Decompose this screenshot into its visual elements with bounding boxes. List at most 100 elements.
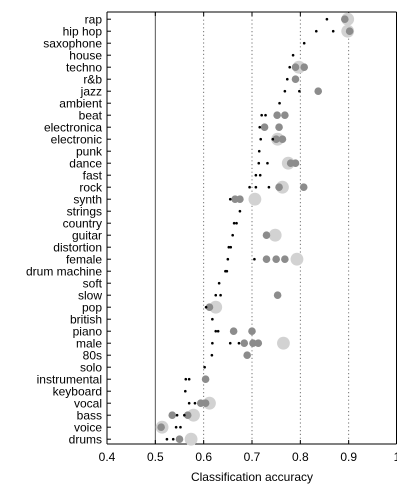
- category-label: solo: [80, 360, 102, 374]
- small-dot-point: [259, 137, 263, 141]
- category-label: voice: [74, 420, 102, 434]
- medium-circle-point: [254, 339, 263, 348]
- small-dot-point: [228, 341, 232, 345]
- small-dot-point: [267, 185, 271, 189]
- x-tick-label: 0.7: [244, 450, 261, 464]
- medium-circle-point: [205, 303, 214, 312]
- small-dot-point: [266, 161, 269, 165]
- category-label: british: [70, 312, 102, 326]
- category-label: guitar: [72, 228, 102, 242]
- category-label: piano: [73, 324, 103, 338]
- small-dot-point: [179, 425, 182, 429]
- small-dot-point: [174, 425, 178, 429]
- x-tick-label: 0.4: [99, 450, 116, 464]
- category-label: rock: [79, 180, 103, 194]
- category-label: slow: [78, 288, 102, 302]
- medium-circle-point: [273, 291, 282, 300]
- small-dot-point: [184, 377, 188, 381]
- x-tick-label: 0.8: [292, 450, 309, 464]
- x-tick-label: 1: [394, 450, 397, 464]
- small-dot-point: [229, 245, 233, 249]
- small-dot-point: [291, 53, 295, 57]
- category-label: dance: [69, 156, 102, 170]
- small-dot-point: [175, 413, 179, 417]
- medium-circle-point: [341, 15, 349, 23]
- small-dot-point: [278, 101, 281, 105]
- small-dot-point: [204, 305, 208, 309]
- small-dot-point: [183, 413, 186, 417]
- category-label: 80s: [83, 348, 102, 362]
- small-dot-point: [217, 281, 221, 285]
- small-dot-point: [271, 137, 275, 141]
- small-dot-point: [210, 353, 214, 357]
- category-label: punk: [76, 144, 103, 158]
- small-dot-point: [237, 341, 241, 345]
- small-dot-point: [232, 221, 236, 225]
- small-dot-point: [216, 329, 220, 333]
- category-label: r&b: [83, 72, 102, 86]
- category-label: drums: [69, 432, 102, 446]
- medium-circle-point: [275, 183, 283, 191]
- small-dot-point: [184, 389, 187, 393]
- small-dot-point: [288, 65, 292, 69]
- small-dot-point: [238, 209, 242, 213]
- category-label: female: [66, 252, 102, 266]
- small-dot-point: [325, 17, 329, 21]
- x-tick-labels: 0.4 0.5 0.6 0.7 0.8 0.9 1: [99, 450, 397, 464]
- medium-circle-point: [281, 255, 289, 263]
- medium-circle-point: [272, 255, 280, 263]
- medium-circle-point: [249, 339, 257, 348]
- medium-circle-point: [236, 195, 244, 203]
- reference-lines: [154, 12, 350, 444]
- medium-circle-point: [183, 411, 192, 420]
- data-points: [155, 12, 355, 446]
- x-tick-label: 0.5: [147, 450, 164, 464]
- small-dot-point: [248, 185, 251, 189]
- small-dot-point: [235, 221, 238, 225]
- small-dot-point: [187, 401, 191, 405]
- category-label: fast: [83, 168, 103, 182]
- small-dot-point: [314, 29, 318, 33]
- category-label: distortion: [53, 240, 102, 254]
- large-circle-point: [184, 432, 198, 446]
- small-dot-point: [226, 257, 230, 261]
- small-dot-point: [228, 197, 232, 201]
- small-dot-point: [193, 401, 197, 405]
- small-dot-point: [260, 113, 263, 117]
- category-label: jazz: [80, 84, 102, 98]
- small-dot-point: [171, 437, 175, 441]
- medium-circle-point: [291, 159, 300, 167]
- medium-circle-point: [240, 339, 249, 348]
- medium-circle-point: [157, 423, 165, 432]
- category-label: country: [63, 216, 102, 230]
- small-dot-point: [285, 77, 289, 81]
- medium-circle-point: [260, 123, 269, 131]
- small-dot-point: [283, 89, 287, 93]
- category-label: rap: [85, 12, 103, 26]
- category-label: soft: [83, 276, 103, 290]
- category-label: house: [69, 48, 102, 62]
- small-dot-point: [165, 437, 169, 441]
- small-dot-point: [258, 125, 262, 129]
- small-dot-point: [253, 257, 256, 261]
- small-dot-point: [331, 29, 335, 33]
- medium-circle-point: [281, 111, 289, 119]
- medium-circle-point: [201, 399, 210, 408]
- category-label: bass: [77, 408, 102, 422]
- medium-circle-point: [314, 87, 323, 95]
- category-label: male: [76, 336, 102, 350]
- small-dot-point: [211, 341, 214, 345]
- x-tick-label: 0.6: [195, 450, 212, 464]
- small-dot-point: [211, 317, 214, 321]
- small-dot-point: [203, 365, 206, 369]
- category-label: beat: [79, 108, 103, 122]
- x-tick-label: 0.9: [340, 450, 357, 464]
- category-label: hip hop: [63, 24, 103, 38]
- category-label: vocal: [74, 396, 102, 410]
- small-dot-point: [225, 269, 229, 273]
- category-label: electronica: [44, 120, 102, 134]
- small-dot-point: [187, 377, 191, 381]
